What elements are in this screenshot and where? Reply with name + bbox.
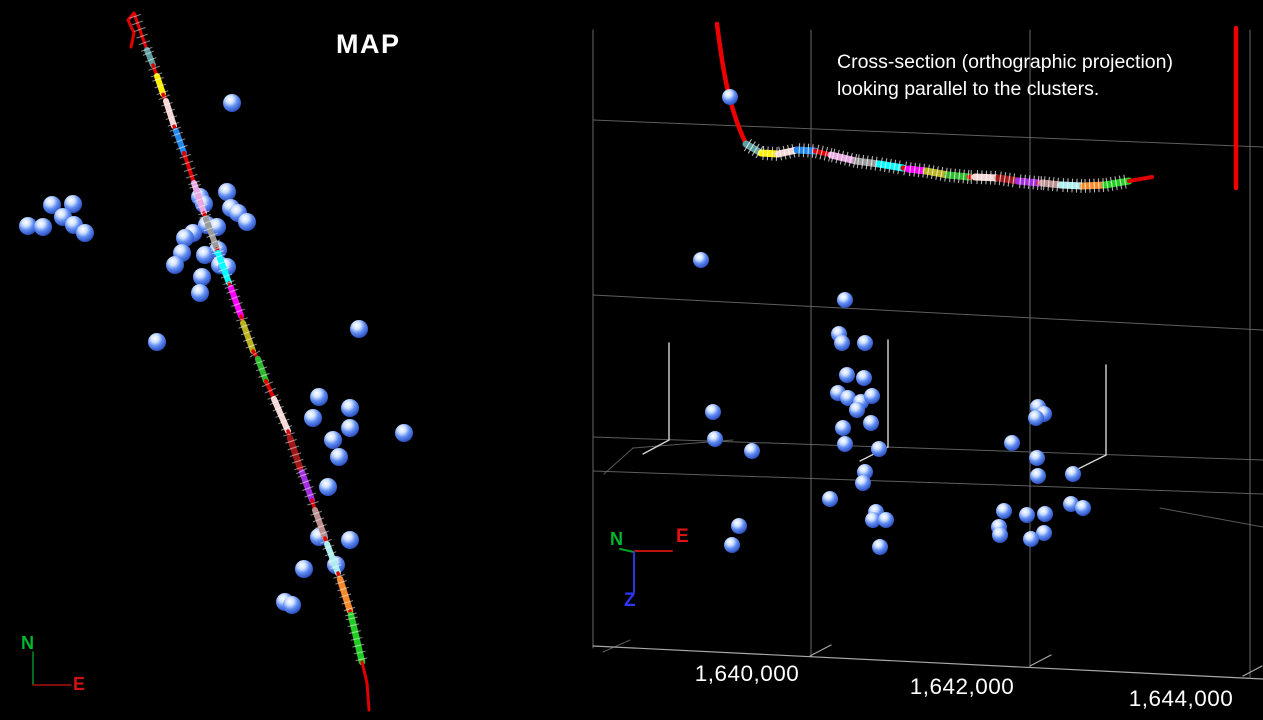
x-axis-label-1640000: 1,640,000 [694,661,800,686]
caption-line1: Cross-section (orthographic projection) [837,51,1173,73]
right-borehole-trace [714,21,1239,193]
cross-section-caption: Cross-section (orthographic projection) … [837,49,1173,102]
right-event-spheres [693,89,1091,555]
section-z-axis-label: Z [624,590,636,611]
section-north-axis-label: N [610,529,623,549]
right-grid-box [592,29,1263,680]
left-event-spheres [19,94,413,614]
left-borehole-trace [126,11,371,712]
map-east-axis-label: E [73,674,86,694]
caption-line2: looking parallel to the clusters. [837,77,1100,100]
x-axis-label-1642000: 1,642,000 [909,674,1015,699]
section-east-axis-label: E [676,526,689,547]
x-axis-label-1644000: 1,644,000 [1128,686,1234,711]
map-title: MAP [336,29,401,59]
map-north-axis-label: N [21,633,34,653]
axis-triad-arms [32,548,673,686]
